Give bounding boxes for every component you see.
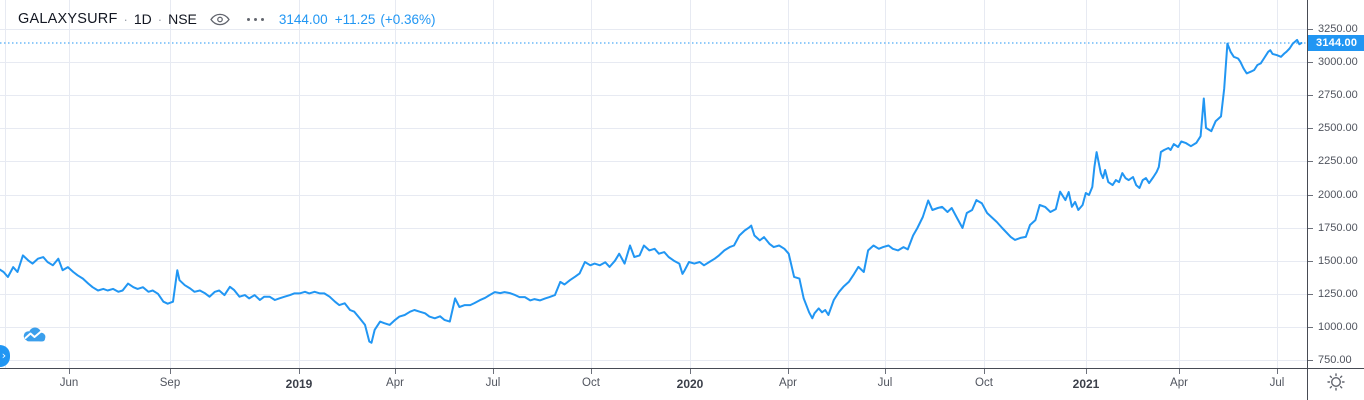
price-axis-label: 2750.00 [1318, 89, 1358, 102]
price-axis-label: 2000.00 [1318, 188, 1358, 201]
time-axis-tick [395, 369, 396, 374]
time-axis-label: Jul [1269, 377, 1285, 389]
time-axis-tick [493, 369, 494, 374]
time-axis-tick [69, 369, 70, 374]
time-axis-tick [1277, 369, 1278, 374]
time-axis-label: Apr [779, 377, 797, 389]
time-axis-tick [170, 369, 171, 374]
cloud-trend-icon [21, 324, 47, 346]
axis-settings-corner[interactable] [1307, 368, 1364, 400]
price-axis[interactable]: 3144.00 3250.00 3000.00 2750.00 2500.00 2250… [1307, 0, 1364, 368]
last-price-value: 3144.00 [278, 11, 328, 27]
time-axis-tick [885, 369, 886, 374]
chevron-right-icon[interactable]: › [0, 345, 10, 367]
time-axis-tick [984, 369, 985, 374]
symbol-legend: GALAXYSURF · 1D · NSE 3144.00 +11.25 (+0… [18, 9, 436, 29]
time-axis[interactable]: Jun Sep 2019 Apr Jul Oct 2020 Apr Jul Oct 2021 Apr J… [0, 368, 1307, 400]
price-axis-tick [1308, 161, 1313, 162]
price-line-series[interactable] [0, 38, 1303, 344]
time-axis-tick [591, 369, 592, 374]
price-axis-tick [1308, 261, 1313, 262]
time-axis-tick [299, 369, 300, 374]
price-axis-label: 1250.00 [1318, 287, 1358, 300]
price-axis-tick [1308, 95, 1313, 96]
legend-values: 3144.00 +11.25 (+0.36%) [279, 12, 436, 27]
time-axis-label: Apr [386, 377, 404, 389]
price-axis-tick [1308, 360, 1313, 361]
price-axis-label: 2500.00 [1318, 122, 1358, 135]
price-axis-label: 750.00 [1318, 354, 1352, 366]
time-axis-label: Jul [877, 377, 893, 389]
time-axis-label: 2021 [1072, 377, 1100, 391]
ellipsis-icon[interactable] [245, 14, 266, 25]
price-axis-label: 3000.00 [1318, 56, 1358, 69]
price-axis-tick [1308, 195, 1313, 196]
price-axis-tick [1308, 128, 1313, 129]
price-pane[interactable]: GALAXYSURF · 1D · NSE 3144.00 +11.25 (+0… [0, 0, 1307, 368]
time-axis-tick [1086, 369, 1087, 374]
price-axis-tick [1308, 29, 1313, 30]
time-axis-tick [1179, 369, 1180, 374]
time-axis-tick [788, 369, 789, 374]
time-axis-label: 2019 [285, 377, 313, 391]
gridlines [0, 0, 1307, 368]
price-axis-tick [1308, 62, 1313, 63]
price-chart-canvas[interactable] [0, 0, 1307, 368]
legend-separator: · [157, 11, 163, 27]
price-axis-label: 1750.00 [1318, 221, 1358, 234]
price-axis-label: 1500.00 [1318, 254, 1358, 267]
price-change-percent: (+0.36%) [380, 11, 436, 27]
price-axis-tick [1308, 294, 1313, 295]
price-axis-label: 3250.00 [1318, 23, 1358, 35]
price-change: +11.25 [334, 11, 376, 27]
exchange-label: NSE [168, 11, 197, 27]
gear-icon[interactable] [1327, 373, 1345, 396]
interval-label[interactable]: 1D [133, 11, 152, 27]
legend-separator: · [123, 11, 128, 27]
price-axis-tick [1308, 228, 1313, 229]
time-axis-tick [690, 369, 691, 374]
time-axis-label: Oct [975, 377, 993, 389]
price-axis-label: 2250.00 [1318, 155, 1358, 168]
price-axis-tick [1308, 327, 1313, 328]
time-axis-label: Jun [59, 377, 79, 389]
eye-icon[interactable] [210, 13, 230, 26]
price-axis-label: 1000.00 [1318, 320, 1358, 333]
last-price-label: 3144.00 [1308, 35, 1364, 51]
time-axis-label: Jul [485, 377, 501, 389]
time-axis-label: Oct [582, 377, 600, 389]
time-axis-label: Sep [159, 377, 181, 389]
symbol-name[interactable]: GALAXYSURF [18, 11, 118, 27]
time-axis-label: Apr [1170, 377, 1188, 389]
time-axis-label: 2020 [676, 377, 704, 391]
